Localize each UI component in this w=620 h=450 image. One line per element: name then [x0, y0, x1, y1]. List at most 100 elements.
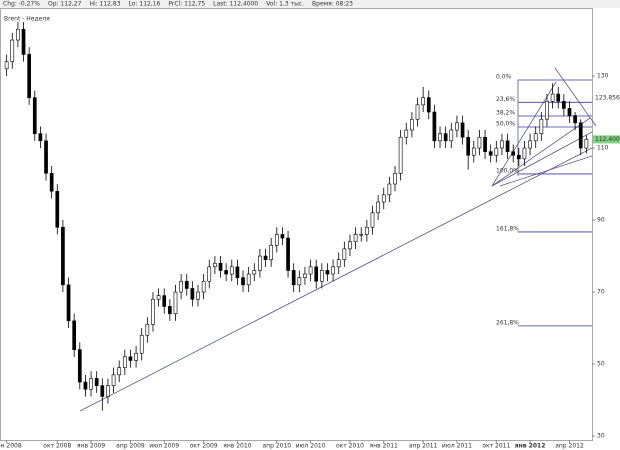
candle-body: [162, 295, 167, 307]
candle-body: [460, 122, 465, 138]
candle-body: [286, 237, 290, 271]
candle-body: [44, 140, 48, 174]
x-tick-label: июл 2011: [442, 443, 472, 450]
candle-body: [398, 136, 403, 174]
x-tick-label: янв 2009: [77, 443, 105, 450]
candle-body: [365, 226, 369, 235]
price-tag: [593, 94, 620, 103]
candle-body: [432, 111, 437, 142]
info-item: Op: 112,27: [48, 1, 82, 8]
candle-body: [139, 334, 144, 354]
candle-body: [539, 118, 544, 134]
candle-body: [562, 100, 566, 109]
candle-body: [111, 374, 116, 386]
candle-body: [4, 61, 9, 70]
fib-label: 23,6%: [496, 96, 515, 103]
x-tick-label: апр 2010: [263, 443, 292, 450]
candle-body: [483, 136, 487, 152]
candle-body: [443, 133, 448, 142]
candle-body: [173, 291, 178, 314]
candle-body: [21, 28, 26, 55]
y-tick-label: 130: [597, 73, 609, 80]
candle-body: [106, 385, 110, 397]
candle-body: [410, 118, 414, 131]
info-bar: [0, 0, 620, 8]
symbol-label: Brent - Неделя: [4, 16, 50, 23]
y-tick-label: 70: [597, 289, 605, 296]
candle-body: [122, 356, 127, 368]
candle-body: [297, 277, 302, 286]
info-item: Hi: 112,83: [89, 1, 120, 8]
trend-lines: [79, 67, 597, 412]
info-item: PrCl: 112,75: [168, 1, 205, 8]
candle-body: [511, 151, 516, 156]
candle-body: [567, 108, 572, 116]
x-tick-label: апр 2009: [116, 443, 145, 450]
candle-body: [381, 194, 386, 203]
fan-line: [499, 155, 593, 187]
candle-body: [94, 378, 99, 386]
candle-body: [235, 266, 240, 278]
candle-body: [325, 270, 330, 275]
candle-body: [224, 270, 228, 275]
price-tag-label: 112.4000: [595, 136, 620, 143]
candle-body: [545, 100, 549, 120]
x-tick-label: апр 2012: [555, 443, 584, 450]
candle-body: [319, 270, 324, 282]
candle-body: [303, 273, 307, 278]
candle-body: [27, 54, 31, 98]
candle-body: [269, 244, 274, 260]
fan-line: [491, 117, 591, 187]
candle-body: [376, 201, 380, 214]
x-tick-label: окт 2009: [190, 443, 218, 450]
candle-body: [156, 295, 161, 300]
candle-body: [201, 280, 206, 293]
fib-label: 0,0%: [496, 74, 512, 81]
y-tick-label: 50: [597, 361, 605, 368]
candle-body: [426, 97, 431, 113]
candle-body: [308, 266, 313, 275]
candle-body: [274, 234, 279, 246]
price-tag-label: 123.8560: [595, 95, 620, 102]
candle-body: [252, 270, 257, 275]
candle-body: [314, 266, 319, 282]
x-tick-label: окт 2011: [482, 443, 510, 450]
plot-frame: [0, 8, 593, 441]
info-item: Время: 08:23: [312, 1, 353, 8]
x-tick-label: июн 2008: [0, 443, 22, 450]
candle-body: [331, 266, 335, 275]
candle-body: [207, 266, 212, 282]
candle-body: [218, 262, 223, 271]
candle-body: [522, 147, 527, 160]
candle-body: [190, 288, 195, 300]
fib-label: 261,8%: [496, 319, 519, 326]
candle-body: [196, 291, 200, 300]
candle-body: [466, 136, 471, 156]
candle-body: [241, 277, 245, 286]
x-tick-label: янв 2011: [370, 443, 398, 450]
candle-body: [134, 352, 138, 361]
candle-body: [10, 39, 15, 62]
candle-body: [404, 129, 409, 138]
candle-body: [184, 280, 189, 289]
candle-body: [471, 147, 476, 156]
candle-body: [38, 133, 43, 142]
y-tick-label: 90: [597, 217, 605, 224]
candle-body: [128, 356, 133, 361]
x-tick-label: окт 2008: [43, 443, 71, 450]
candle-body: [500, 140, 504, 149]
candle-body: [359, 234, 364, 236]
candle-body: [151, 298, 155, 325]
candle-body: [16, 28, 20, 41]
candle-body: [353, 234, 358, 242]
info-item: Vol: 1,3 тыс.: [266, 1, 304, 8]
candle-body: [72, 320, 77, 350]
candle-body: [533, 133, 538, 142]
candle-body: [550, 93, 555, 102]
info-item: Last: 112,4000: [213, 1, 258, 8]
candle-body: [505, 140, 510, 152]
y-tick-label: 30: [597, 433, 605, 440]
x-tick-label: янв 2010: [223, 443, 251, 450]
candle-body: [370, 212, 375, 228]
